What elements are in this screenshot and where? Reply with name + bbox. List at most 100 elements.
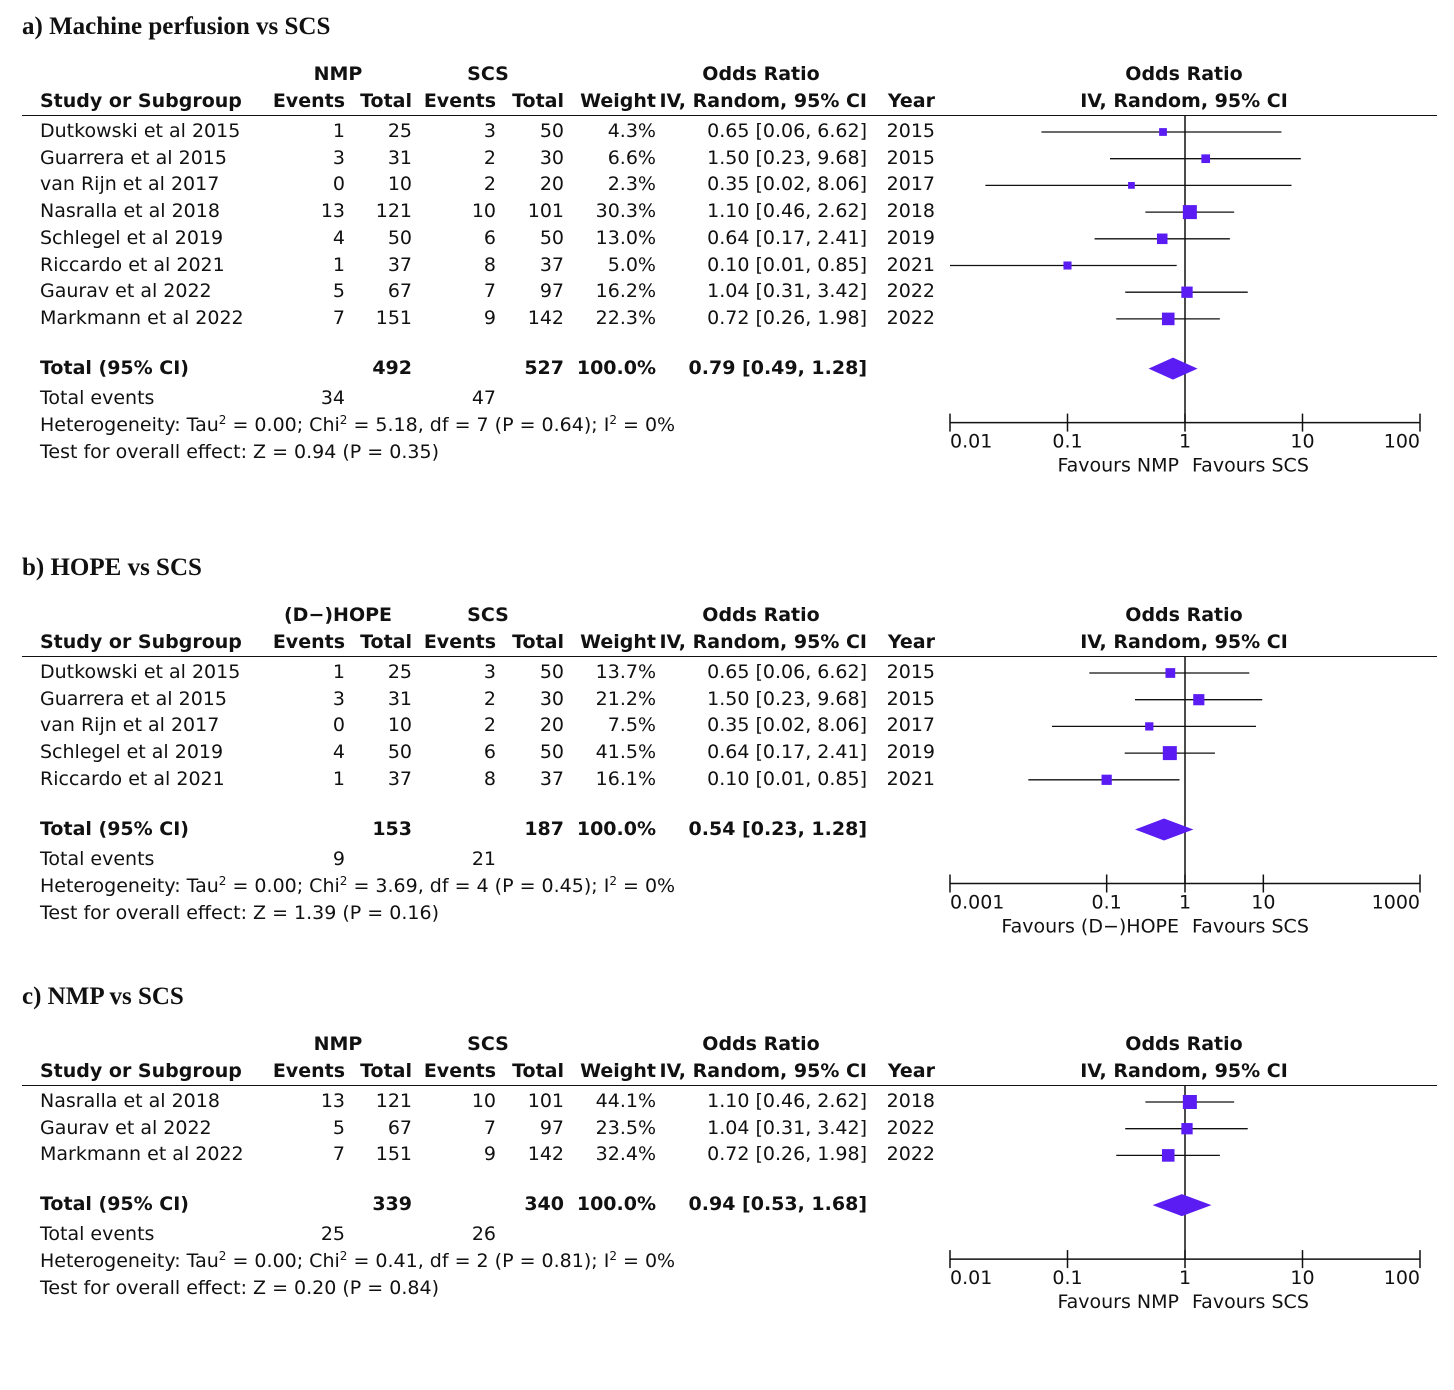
total1-value: 37 bbox=[387, 767, 412, 790]
x-tick-label: 0.1 bbox=[1092, 892, 1122, 914]
x-tick-label: 0.01 bbox=[950, 1267, 992, 1289]
events1-value: 0 bbox=[332, 173, 345, 196]
heterogeneity-part: = 0.00; Chi bbox=[226, 413, 340, 436]
ci-plot-header: IV, Random, 95% CI bbox=[1080, 90, 1288, 112]
events1-value: 0 bbox=[332, 714, 345, 737]
header-rule bbox=[22, 115, 1437, 116]
total-ci: 0.94 [0.53, 1.68] bbox=[688, 1193, 867, 1216]
total-events1: 25 bbox=[320, 1223, 345, 1246]
weight-column-header: Weight bbox=[580, 90, 656, 112]
total-weight: 100.0% bbox=[576, 1193, 656, 1216]
group1-header: NMP bbox=[313, 63, 363, 85]
superscript: 2 bbox=[609, 1249, 617, 1264]
events2-value: 2 bbox=[483, 687, 496, 710]
total2-value: 97 bbox=[539, 1116, 564, 1139]
year-value: 2019 bbox=[886, 226, 935, 249]
heterogeneity-part: Heterogeneity: Tau bbox=[40, 413, 219, 436]
odds-ratio-header: Odds Ratio bbox=[702, 63, 820, 85]
overall-effect-text: Test for overall effect: Z = 1.39 (P = 0… bbox=[40, 901, 439, 924]
effect-square bbox=[1156, 233, 1168, 245]
total1-value: 67 bbox=[387, 280, 412, 303]
total-events2: 26 bbox=[471, 1223, 496, 1246]
ci-column-header: IV, Random, 95% CI bbox=[659, 631, 867, 653]
superscript: 2 bbox=[339, 412, 348, 427]
effect-square bbox=[1161, 1149, 1175, 1162]
ci-plot-header: IV, Random, 95% CI bbox=[1080, 631, 1288, 653]
events2-value: 6 bbox=[483, 741, 496, 764]
study-column-header: Study or Subgroup bbox=[40, 1060, 242, 1082]
events2-value: 3 bbox=[483, 661, 496, 683]
group2-header: SCS bbox=[467, 604, 509, 626]
study-name: Markmann et al 2022 bbox=[40, 306, 244, 329]
study-name: Riccardo et al 2021 bbox=[40, 253, 225, 276]
total2-value: 97 bbox=[539, 280, 564, 303]
weight-value: 21.2% bbox=[595, 687, 656, 710]
study-name: Nasralla et al 2018 bbox=[40, 200, 220, 223]
year-value: 2015 bbox=[886, 120, 935, 142]
total1-column-header: Total bbox=[360, 631, 412, 653]
total2-value: 340 bbox=[524, 1193, 564, 1216]
effect-square bbox=[1181, 286, 1193, 298]
ci-value: 1.50 [0.23, 9.68] bbox=[707, 687, 867, 710]
weight-column-header: Weight bbox=[580, 631, 656, 653]
total2-value: 187 bbox=[524, 817, 564, 840]
total2-column-header: Total bbox=[512, 631, 564, 653]
year-value: 2017 bbox=[886, 714, 935, 737]
events1-column-header: Events bbox=[272, 631, 345, 653]
favours-left-label: Favours NMP bbox=[1057, 455, 1179, 477]
events1-value: 13 bbox=[320, 200, 345, 223]
year-value: 2021 bbox=[886, 253, 935, 276]
forest-plot: 0.01 0.1 1 10 100 Favours NMP Favours SCS bbox=[949, 116, 1421, 477]
total1-value: 492 bbox=[372, 356, 412, 379]
heterogeneity-part: Heterogeneity: Tau bbox=[40, 874, 219, 897]
odds-ratio-plot-header: Odds Ratio bbox=[1125, 63, 1243, 85]
total1-value: 67 bbox=[387, 1116, 412, 1139]
study-name: van Rijn et al 2017 bbox=[40, 714, 220, 737]
total-events2: 21 bbox=[471, 847, 496, 870]
panel-title: b) HOPE vs SCS bbox=[22, 554, 202, 581]
total2-value: 50 bbox=[539, 741, 564, 764]
events2-value: 9 bbox=[483, 306, 496, 329]
forest-panel-b: b) HOPE vs SCS (D−)HOPE SCS Odds Ratio Odds … bbox=[0, 541, 1454, 961]
total2-value: 50 bbox=[539, 226, 564, 249]
events1-value: 1 bbox=[332, 253, 345, 276]
heterogeneity-part: = 3.69, df = 4 (P = 0.45); I bbox=[347, 874, 610, 897]
ci-value: 1.10 [0.46, 2.62] bbox=[707, 200, 867, 223]
events1-value: 5 bbox=[332, 1116, 345, 1139]
superscript: 2 bbox=[609, 412, 617, 427]
x-tick-label: 10 bbox=[1290, 431, 1314, 453]
heterogeneity-part: = 0.00; Chi bbox=[226, 1250, 340, 1273]
study-name: Riccardo et al 2021 bbox=[40, 767, 225, 790]
weight-value: 7.5% bbox=[607, 714, 656, 737]
effect-square bbox=[1145, 722, 1154, 731]
study-name: Nasralla et al 2018 bbox=[40, 1090, 220, 1112]
favours-left-label: Favours NMP bbox=[1057, 1291, 1179, 1313]
total1-value: 25 bbox=[387, 661, 412, 683]
events2-column-header: Events bbox=[423, 631, 496, 653]
events1-value: 5 bbox=[332, 280, 345, 303]
total-label: Total (95% CI) bbox=[40, 1193, 189, 1216]
events2-column-header: Events bbox=[423, 90, 496, 112]
ci-value: 1.10 [0.46, 2.62] bbox=[707, 1090, 867, 1112]
year-value: 2015 bbox=[886, 146, 935, 169]
events2-value: 3 bbox=[483, 120, 496, 142]
ci-value: 0.64 [0.17, 2.41] bbox=[707, 226, 867, 249]
summary-diamond bbox=[1152, 1194, 1212, 1217]
total2-value: 50 bbox=[539, 120, 564, 142]
study-name: Dutkowski et al 2015 bbox=[40, 120, 241, 142]
events1-value: 13 bbox=[320, 1090, 345, 1112]
heterogeneity-text: Heterogeneity: Tau2 = 0.00; Chi2 = 3.69,… bbox=[40, 874, 675, 897]
events2-value: 7 bbox=[483, 280, 496, 303]
total-events-label: Total events bbox=[40, 1223, 155, 1246]
events2-value: 10 bbox=[471, 200, 496, 223]
odds-ratio-plot-header: Odds Ratio bbox=[1125, 604, 1243, 626]
weight-value: 13.0% bbox=[595, 226, 656, 249]
weight-value: 23.5% bbox=[595, 1116, 656, 1139]
total2-column-header: Total bbox=[512, 90, 564, 112]
events1-value: 3 bbox=[332, 687, 345, 710]
year-value: 2021 bbox=[886, 767, 935, 790]
year-value: 2022 bbox=[886, 1116, 935, 1139]
ci-value: 0.10 [0.01, 0.85] bbox=[707, 767, 867, 790]
header-rule bbox=[22, 1085, 1437, 1086]
total1-value: 31 bbox=[387, 146, 412, 169]
